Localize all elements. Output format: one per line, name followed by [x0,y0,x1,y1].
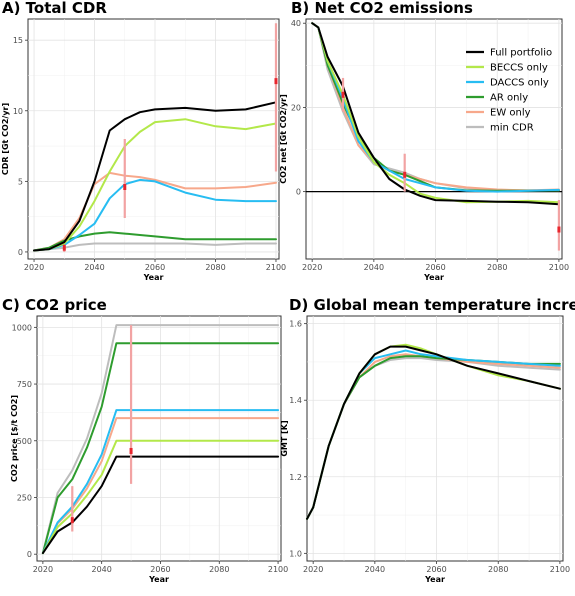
plot-area [27,18,280,260]
panel-title: B) Net CO2 emissions [291,0,473,17]
y-tick-label: 1000 [12,323,32,332]
x-tick-label: 2040 [364,263,384,272]
panel-title: D) Global mean temperature increase [289,296,575,314]
y-tick-label: 20 [291,103,301,112]
series-line-min-cdr [41,324,280,555]
x-tick-label: 2060 [425,263,445,272]
series-line-full-portfolio [41,455,280,555]
legend-label: DACCS only [490,78,549,89]
x-axis-label: Year [423,273,444,282]
y-axis-label: CO2 net [Gt CO2/yr] [279,94,288,184]
x-tick-label: 2100 [550,565,570,574]
x-tick-label: 2020 [24,263,44,272]
x-tick-label: 2080 [488,565,508,574]
y-tick-label: 1.4 [289,396,302,405]
x-tick-label: 2040 [84,263,104,272]
panel-title: C) CO2 price [2,296,107,314]
y-tick-label: 1.2 [289,473,302,482]
y-tick-label: 0 [296,188,301,197]
x-tick-label: 2020 [33,565,53,574]
y-tick-label: 1.0 [289,549,302,558]
x-axis-label: Year [148,575,169,584]
y-axis-label: GMT [K] [280,420,289,456]
x-axis-label: Year [424,575,445,584]
x-tick-label: 2080 [487,263,507,272]
legend: Full portfolio BECCS only DACCS only AR onl… [466,48,552,134]
panel-total-cdr: A) Total CDR 2020 2040 2060 2080 2100 0 5 10 15 Y… [1,0,286,282]
y-tick-label: 0 [27,550,32,559]
y-tick-label: 1.6 [289,320,302,329]
legend-label: Full portfolio [490,48,552,59]
x-axis-label: Year [143,273,164,282]
y-tick-label: 250 [17,493,32,502]
series-line-daccs-only [41,409,280,555]
series-line-beccs-only [41,439,280,555]
panel-title: A) Total CDR [2,0,107,17]
y-tick-label: 0 [18,248,23,257]
y-tick-label: 15 [13,36,23,45]
x-tick-label: 2040 [365,565,385,574]
y-tick-label: 750 [17,380,32,389]
x-tick-label: 2060 [150,565,170,574]
y-tick-label: 40 [291,19,301,28]
legend-label: BECCS only [490,63,548,74]
legend-label: min CDR [490,123,534,134]
x-tick-label: 2020 [302,263,322,272]
x-tick-label: 2100 [549,263,569,272]
x-tick-label: 2060 [426,565,446,574]
x-tick-label: 2040 [91,565,111,574]
y-tick-label: 5 [18,177,23,186]
plot-area [36,315,282,562]
x-tick-label: 2100 [266,263,286,272]
series-line-full-portfolio [311,22,560,206]
panel-co2-price: C) CO2 price 2020 2040 2060 2080 2100 0 250 500… [2,296,288,584]
y-tick-label: 10 [13,107,23,116]
legend-label: AR only [490,93,528,104]
x-tick-label: 2080 [205,263,225,272]
series-line-full-portfolio [306,345,561,520]
x-tick-label: 2080 [209,565,229,574]
y-axis-label: CO2 price [$/t CO2] [10,395,19,482]
y-tick-label: 500 [17,437,32,446]
plot-area [305,18,563,260]
panel-net-co2-emissions: B) Net CO2 emissions 2020 2040 2060 2080 210… [279,0,569,282]
x-tick-label: 2020 [303,565,323,574]
x-tick-label: 2060 [145,263,165,272]
series-line-full-portfolio [33,101,277,252]
x-tick-label: 2100 [268,565,288,574]
panel-global-mean-temperature: D) Global mean temperature increase 2020… [280,296,575,584]
series-line-ar-only [41,342,280,555]
y-axis-label: CDR [Gt CO2/yr] [1,103,10,175]
legend-label: EW only [490,108,531,119]
